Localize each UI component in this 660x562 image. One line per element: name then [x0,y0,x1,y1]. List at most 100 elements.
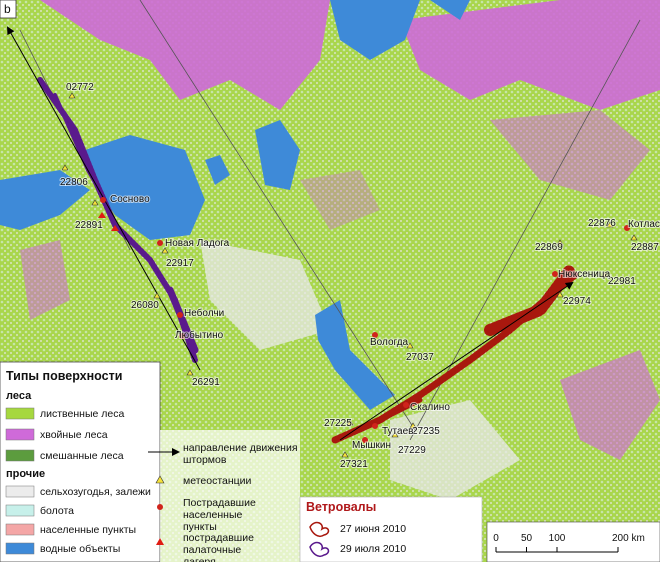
station-markers-part [61,164,69,171]
place-label: Любытино [175,329,224,341]
station-markers-part [186,369,194,376]
legend-label: лиственные леса [40,408,124,420]
place-label: Сосново [110,194,150,205]
station-label: 22876 [588,218,616,229]
windfall-legend: Ветровалы 27 июня 2010 29 июля 2010 [299,496,483,562]
station-markers-part [153,292,161,299]
legend-part [5,485,35,498]
station-label: 22917 [166,258,194,269]
camp-markers-part [111,225,119,231]
station-markers-part [601,271,609,278]
legend-label: Пострадавшие населенные пункты [183,497,256,533]
coniferous-areas-part [400,0,660,110]
place-label: Новая Ладога [165,238,230,249]
label: b [4,2,11,16]
station-label: 22974 [563,296,591,307]
coniferous-areas-part [20,240,70,320]
station-markers-part [91,199,99,206]
legend-label: Типы поверхности [6,369,122,383]
station-label: 22869 [535,242,563,253]
legend-label: водные объекты [40,543,120,555]
place-label: Скалино [410,402,450,413]
station-markers-part [406,342,414,349]
place-markers-part [362,437,368,443]
place-markers-part [372,423,378,429]
legend-label: населенные пункты [40,524,136,536]
legend-label: направление движения штормов [183,442,298,466]
panel-box [0,0,17,19]
legend-label: метеостанции [183,475,252,487]
legend-label: смешанные леса [40,450,124,462]
place-label: Котлас [628,219,660,230]
station-label: 02772 [66,82,94,93]
symbol-legend-part [160,430,300,562]
legend-label: сельхозугодья, залежи [40,486,151,498]
station-label: 22887 [631,242,659,253]
legend-part [5,407,35,420]
camp-markers [98,212,119,231]
station-markers-part [409,422,417,429]
legend-label: хвойные леса [40,429,108,441]
windfall-track-june-part [484,264,576,336]
station-label: 27037 [406,352,434,363]
place-markers-part [403,402,409,408]
place-label: Нюксеница [558,269,611,280]
scale-label: 100 [549,533,566,544]
place-markers-part [157,240,163,246]
legend-part [5,523,35,536]
legend-label: пострадавшие палаточные лагеря [183,532,254,562]
scale-label: 200 km [612,533,645,544]
symbol-legend: направление движения штормов метеостанции… [148,430,300,562]
station-markers-part [556,239,564,246]
place-markers-part [179,333,185,339]
station-label: 27229 [398,445,426,456]
coniferous-areas-part [300,170,380,230]
windfall-track-july-part [166,286,199,354]
camp-markers-part [98,212,106,218]
scale-label: 0 [493,533,499,544]
windfall-legend-part [309,521,330,538]
legend-label: прочие [6,468,45,480]
legend: Типы поверхности леса лиственные леса хв… [0,361,161,562]
windfall-legend-label: 29 июля 2010 [340,543,406,555]
station-label: 22891 [75,220,103,231]
coniferous-areas-part [40,0,330,110]
station-markers-part [606,221,614,228]
farmland-part [200,240,330,350]
water-part [85,135,205,240]
windfall-legend-part [309,541,330,558]
storm-direction-part [339,281,574,441]
station-markers-part [68,92,76,99]
legend-part [5,449,35,462]
station-label: 27321 [340,459,368,470]
scale-bar: 0 50 100 200 km [486,521,660,562]
station-markers [61,92,638,458]
station-label: 26291 [192,377,220,388]
place-markers-part [177,312,183,318]
symbol-legend-part [157,504,163,510]
station-markers-part [161,247,169,254]
symbol-legend-part [156,538,164,545]
symbol-legend-part [155,475,165,484]
windfall-legend-part [299,496,483,562]
place-markers-part [100,197,106,203]
legend-label: болота [40,505,74,517]
station-markers-part [556,291,564,298]
legend-part [5,504,35,517]
coniferous-areas [20,0,660,460]
station-markers-part [346,419,354,426]
coniferous-areas-part [490,110,650,200]
farmland-part [390,400,520,500]
station-markers-part [630,234,638,241]
place-markers-part [372,332,378,338]
water-part [255,120,300,190]
windfall-legend-label: Ветровалы [306,500,376,514]
water-part [430,0,470,20]
windfall-track-june [331,264,579,444]
water-part [315,300,395,410]
windfall-legend-label: 27 июня 2010 [340,523,406,535]
station-markers-part [341,451,349,458]
place-label: Неболчи [184,307,224,319]
map-part: Сосново Новая Ладога Неболчи Любытино Во… [109,193,660,452]
